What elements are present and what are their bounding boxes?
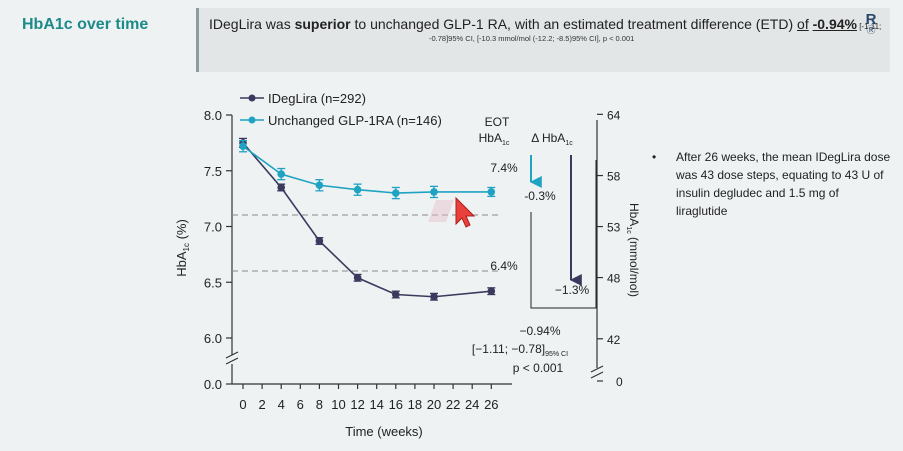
x-tick-label: 22 (446, 397, 460, 412)
headline-text: IDegLira was superior to unchanged GLP-1… (209, 16, 882, 32)
x-tick-label: 12 (350, 397, 364, 412)
etd-ci: [−1.11; −0.78]95% CI (472, 342, 568, 358)
x-tick-label: 0 (239, 397, 246, 412)
headline-ci-start: [-1.11; (856, 22, 882, 31)
x-ticks: 0 2 4 6 8 10 12 14 16 18 20 22 24 26 (239, 384, 499, 412)
unchanged-end-value: 7.4% (490, 161, 518, 175)
y-axis-left: 0.0 8.0 7.5 7.0 6.5 6.0 HbA1c (%) (174, 108, 239, 392)
series-unchanged-point (239, 142, 247, 151)
y-right-tick-label: 48 (607, 272, 621, 286)
y-axis-label-left: HbA1c (%) (174, 219, 191, 277)
legend-unchanged-marker (248, 116, 256, 124)
y-axis-label-right: HbA1c (mmol/mol) (625, 203, 641, 297)
y-right-tick-label: 53 (607, 221, 621, 235)
delta-hba-label: Δ HbA1c (531, 131, 573, 147)
y-tick-label: 6.0 (204, 331, 222, 346)
unchanged-delta-value: -0.3% (524, 189, 556, 203)
legend-ideglira-label: IDegLira (n=292) (268, 91, 366, 106)
x-tick-label: 8 (316, 397, 323, 412)
mouse-cursor-icon (455, 196, 476, 228)
series-ideglira-point (315, 237, 324, 245)
y-right-tick-label: 58 (607, 170, 621, 184)
x-tick-label: 16 (389, 397, 403, 412)
logo-mark: R (865, 11, 877, 28)
series-unchanged-point (277, 170, 286, 178)
legend-ideglira-marker (248, 94, 256, 102)
x-tick-label: 20 (427, 397, 441, 412)
y-axis-break-icon (225, 351, 239, 365)
legend-unchanged-label: Unchanged GLP-1RA (n=146) (268, 113, 442, 128)
headline-mid: to unchanged GLP-1 RA, with an estimated… (350, 16, 798, 32)
series-unchanged-point (353, 185, 362, 194)
x-tick-label: 6 (297, 397, 304, 412)
y-ticks: 8.0 7.5 7.0 6.5 6.0 (204, 108, 232, 346)
y-axis-right-break-icon (590, 365, 604, 379)
headline-bold: superior (294, 16, 351, 32)
y-right-tick-label: 64 (607, 108, 621, 122)
company-logo-icon: R Ⓡ (858, 11, 884, 40)
eot-hba-label: HbA1c (479, 131, 510, 147)
y-tick-label: 6.5 (204, 275, 222, 290)
series-unchanged-point (430, 188, 438, 196)
etd-p-value: p < 0.001 (513, 361, 564, 375)
y-tick-label-zero: 0.0 (204, 377, 222, 392)
series-unchanged-point (487, 188, 496, 196)
x-tick-label: 2 (258, 397, 265, 412)
ideglira-delta-value: −1.3% (555, 283, 590, 297)
x-axis: 0 2 4 6 8 10 12 14 16 18 20 22 24 26 Time (weeks) (232, 383, 512, 439)
x-tick-label: 24 (465, 397, 479, 412)
series-unchanged-point (315, 181, 324, 190)
x-axis-label: Time (weeks) (345, 424, 423, 439)
headline-box: IDegLira was superior to unchanged GLP-1… (196, 8, 890, 72)
series-ideglira-point (430, 292, 438, 301)
series-unchanged-point (392, 189, 400, 197)
slide-title: HbA1c over time (22, 16, 149, 33)
headline-sub: -0.78]95% CI, [-10.3 mmol/mol (-12.2; -8… (429, 34, 635, 43)
eot-label: EOT (485, 115, 510, 129)
y-right-ticks: 64 58 53 48 42 (597, 108, 621, 347)
etd-value: −0.94% (519, 324, 560, 338)
series-ideglira-point (392, 290, 400, 299)
y-right-tick-label: 42 (607, 333, 621, 347)
headline-pre: IDegLira was (209, 16, 295, 32)
x-tick-label: 4 (278, 397, 285, 412)
series-ideglira-point (487, 287, 496, 295)
headline-of: of (797, 16, 809, 32)
bullet-point: • After 26 weeks, the mean IDegLira dose… (652, 148, 892, 220)
bullet-dot: • (652, 150, 657, 164)
y-tick-label: 7.5 (204, 164, 222, 179)
bullet-text: After 26 weeks, the mean IDegLira dose w… (676, 150, 891, 218)
headline-etd: -0.94% (812, 16, 857, 32)
series-layer (239, 137, 496, 301)
y-tick-label: 8.0 (204, 108, 222, 123)
series-ideglira-point (353, 273, 362, 282)
x-tick-label: 18 (408, 397, 422, 412)
y-right-tick-label-zero: 0 (616, 375, 623, 389)
annotations: EOT HbA1c Δ HbA1c 7.4% 6.4% -0.3% −1.3% … (472, 115, 597, 375)
y-tick-label: 7.0 (204, 220, 222, 235)
series-ideglira-point (277, 183, 286, 192)
etd-bracket (530, 160, 597, 309)
y-axis-right: 0 64 58 53 48 42 HbA1c (mmol/mol) (590, 108, 641, 389)
logo-text: Ⓡ (866, 25, 876, 35)
ideglira-end-value: 6.4% (490, 259, 518, 273)
x-tick-label: 14 (369, 397, 383, 412)
legend: IDegLira (n=292) Unchanged GLP-1RA (n=14… (240, 91, 442, 128)
x-tick-label: 26 (484, 397, 498, 412)
x-tick-label: 10 (331, 397, 345, 412)
